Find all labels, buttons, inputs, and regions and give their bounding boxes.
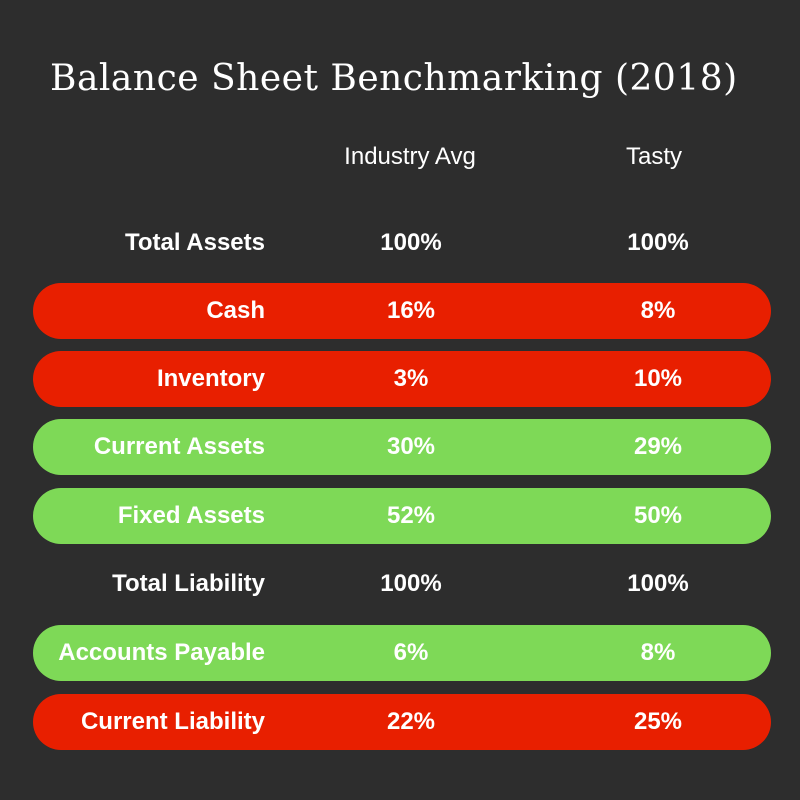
- table-row: Total Liability 100% 100%: [33, 556, 771, 612]
- row-label: Total Assets: [124, 229, 265, 256]
- table-row: Current Assets 30% 29%: [33, 419, 771, 475]
- tasty-value: 100%: [627, 570, 689, 597]
- table-row: Current Liability 22% 25%: [33, 694, 771, 750]
- industry-avg-value: 30%: [386, 433, 436, 460]
- column-header-industry-avg: Industry Avg: [344, 143, 476, 170]
- table-row: Inventory 3% 10%: [33, 351, 771, 407]
- industry-avg-value: 3%: [393, 365, 429, 392]
- industry-avg-value: 22%: [386, 708, 436, 735]
- industry-avg-value: 100%: [380, 570, 442, 597]
- industry-avg-value: 6%: [393, 639, 429, 666]
- table-row: Cash 16% 8%: [33, 283, 771, 339]
- table-row: Accounts Payable 6% 8%: [33, 625, 771, 681]
- tasty-value: 8%: [640, 297, 676, 324]
- table-row: Total Assets 100% 100%: [33, 215, 771, 271]
- tasty-value: 29%: [633, 433, 683, 460]
- row-label: Cash: [206, 297, 265, 324]
- tasty-value: 25%: [633, 708, 683, 735]
- industry-avg-value: 100%: [380, 229, 442, 256]
- row-label: Fixed Assets: [117, 502, 265, 529]
- tasty-value: 8%: [640, 639, 676, 666]
- industry-avg-value: 16%: [386, 297, 436, 324]
- table-row: Fixed Assets 52% 50%: [33, 488, 771, 544]
- row-label: Accounts Payable: [58, 639, 265, 666]
- tasty-value: 50%: [633, 502, 683, 529]
- tasty-value: 100%: [627, 229, 689, 256]
- column-header-tasty: Tasty: [625, 143, 682, 170]
- row-label: Inventory: [156, 365, 265, 392]
- row-label: Total Liability: [112, 570, 265, 597]
- row-label: Current Assets: [93, 433, 265, 460]
- page-title: Balance Sheet Benchmarking (2018): [50, 58, 738, 99]
- row-label: Current Liability: [80, 708, 265, 735]
- industry-avg-value: 52%: [386, 502, 436, 529]
- tasty-value: 10%: [633, 365, 683, 392]
